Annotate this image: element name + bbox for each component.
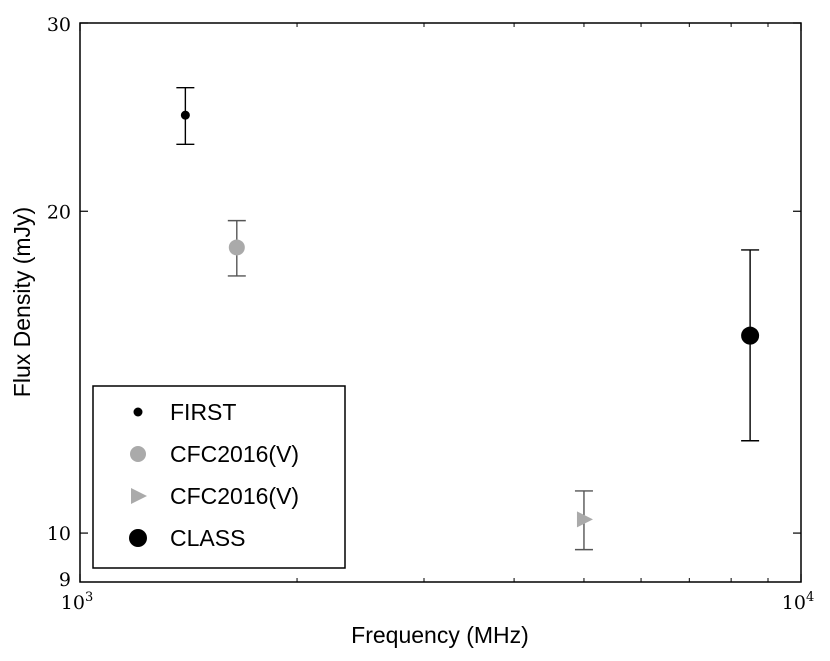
- data-point: [576, 511, 593, 528]
- data-point: [741, 326, 760, 345]
- legend-marker: [130, 446, 146, 462]
- data-point: [228, 239, 245, 256]
- legend-marker: [133, 407, 143, 417]
- legend-label: CFC2016(V): [170, 483, 299, 509]
- y-axis-label: Flux Density (mJy): [9, 207, 35, 397]
- plot-area-border: [79, 22, 802, 583]
- x-axis-label: Frequency (MHz): [351, 622, 529, 648]
- legend-label: CFC2016(V): [170, 441, 299, 467]
- data-marks: [176, 86, 760, 551]
- x-tick-label: 104: [782, 590, 814, 614]
- legend-marker: [131, 488, 147, 504]
- legend-marker: [129, 529, 147, 547]
- legend-label: CLASS: [170, 525, 245, 551]
- legend: FIRST CFC2016(V) CFC2016(V) CLASS: [92, 385, 346, 569]
- y-tick-label: 30: [47, 14, 71, 36]
- y-tick-label: 9: [59, 569, 71, 591]
- x-tick-label: 103: [61, 590, 93, 614]
- plot-frame: [79, 22, 802, 583]
- y-tick-label: 20: [47, 201, 71, 223]
- axis-tick-labels: 103 104 9 10 20 30: [47, 14, 814, 614]
- data-point: [180, 110, 190, 120]
- legend-label: FIRST: [170, 399, 236, 425]
- y-tick-label: 10: [47, 523, 71, 545]
- axis-ticks: [79, 22, 802, 582]
